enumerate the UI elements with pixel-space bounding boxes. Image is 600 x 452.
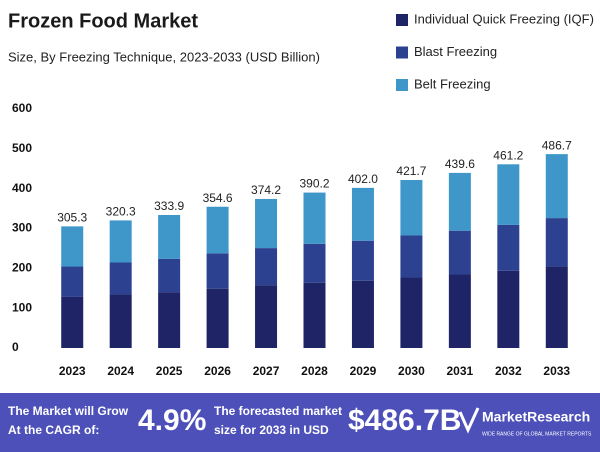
x-tick-label: 2027 — [253, 364, 280, 378]
brand-tagline: WIDE RANGE OF GLOBAL MARKET REPORTS — [482, 431, 592, 437]
y-tick-label: 100 — [12, 300, 32, 314]
bar-segment — [400, 235, 423, 278]
x-tick-label: 2030 — [398, 364, 425, 378]
total-label: 305.3 — [57, 211, 87, 225]
total-label: 421.7 — [396, 164, 426, 178]
x-tick-label: 2033 — [543, 364, 570, 378]
bar-segment — [545, 218, 568, 267]
footer-forecast: $486.7B — [348, 404, 461, 437]
total-label: 390.2 — [299, 177, 329, 191]
bar-segment — [497, 270, 520, 348]
bar-segment — [255, 198, 278, 249]
footer-cagr-text: The Market will Grow At the CAGR of: — [8, 404, 131, 437]
x-tick-label: 2024 — [107, 364, 134, 378]
bar-segment — [61, 226, 84, 267]
bar-segment — [61, 296, 84, 348]
total-label: 354.6 — [203, 191, 233, 205]
legend-swatch — [396, 14, 408, 26]
bar-segment — [158, 258, 181, 293]
y-tick-label: 300 — [12, 221, 32, 235]
bar-segment — [497, 224, 520, 271]
footer-cagr-line: The Market will Grow — [8, 404, 129, 418]
footer-forecast-line: size for 2033 in USD — [214, 423, 329, 437]
bar-segment — [400, 277, 423, 348]
bar-segment — [109, 294, 132, 348]
bar-segment — [400, 180, 423, 236]
legend-swatch — [396, 79, 408, 91]
chart-subtitle: Size, By Freezing Technique, 2023-2033 (… — [8, 49, 320, 64]
footer-banner — [0, 393, 600, 452]
total-label: 320.3 — [106, 205, 136, 219]
bar-segment — [158, 292, 181, 348]
footer-forecast-line: The forecasted market — [214, 404, 342, 418]
y-tick-label: 200 — [12, 261, 32, 275]
total-label: 439.6 — [445, 157, 475, 171]
legend-label: Individual Quick Freezing (IQF) — [414, 11, 594, 26]
x-tick-label: 2025 — [156, 364, 183, 378]
total-label: 402.0 — [348, 172, 378, 186]
bar-segment — [255, 248, 278, 286]
footer-cagr: 4.9% — [138, 404, 206, 437]
y-tick-label: 500 — [12, 141, 32, 155]
bar-segment — [351, 240, 374, 281]
bar-segment — [206, 253, 229, 289]
bar-segment — [303, 282, 326, 348]
legend-swatch — [396, 46, 408, 59]
brand-logo — [458, 407, 480, 434]
bar-segment — [448, 172, 471, 231]
footer-cagr-line: At the CAGR of: — [8, 423, 99, 437]
bar-segment — [303, 192, 326, 244]
bar-segment — [448, 274, 471, 348]
bar-segment — [61, 266, 84, 297]
bar-segment — [206, 206, 229, 254]
bar-segment — [206, 288, 229, 348]
legend-label: Belt Freezing — [414, 76, 491, 91]
legend-label: Blast Freezing — [414, 44, 497, 59]
bar-segment — [109, 262, 132, 295]
bar-segment — [497, 164, 520, 225]
total-label: 461.2 — [493, 148, 523, 162]
bar-segment — [109, 220, 132, 263]
y-tick-label: 0 — [12, 340, 19, 354]
y-tick-label: 600 — [12, 101, 32, 115]
bar-segment — [351, 280, 374, 348]
brand: MarketResearch — [482, 409, 590, 425]
bar-segment — [158, 214, 181, 259]
total-label: 486.7 — [542, 138, 572, 152]
bar-segment — [303, 243, 326, 283]
total-label: 333.9 — [154, 199, 184, 213]
total-label: 374.2 — [251, 183, 281, 197]
bar-segment — [255, 285, 278, 348]
x-tick-label: 2028 — [301, 364, 328, 378]
bar-segment — [545, 266, 568, 348]
x-tick-label: 2029 — [350, 364, 377, 378]
bar-segment — [448, 230, 471, 275]
bar-segment — [351, 187, 374, 241]
chart-title: Frozen Food Market — [8, 10, 198, 32]
footer-forecast-text: The forecasted market size for 2033 in U… — [214, 404, 345, 437]
x-tick-label: 2032 — [495, 364, 522, 378]
y-tick-label: 400 — [12, 181, 32, 195]
x-tick-label: 2031 — [447, 364, 474, 378]
x-tick-label: 2026 — [204, 364, 231, 378]
bar-segment — [545, 154, 568, 219]
x-tick-label: 2023 — [59, 364, 86, 378]
